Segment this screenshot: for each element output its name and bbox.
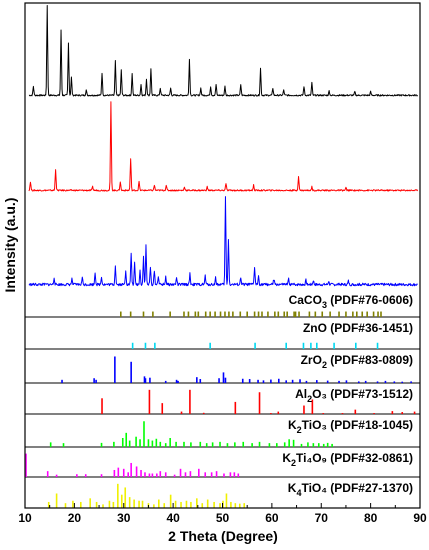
x-axis-title: 2 Theta (Degree) — [168, 528, 278, 544]
reference-label-subscript: 2 — [322, 360, 327, 370]
series-line-side-zn-anode — [28, 101, 418, 192]
x-tick-label: 50 — [216, 511, 230, 525]
reference-label-main: CaCO — [289, 293, 322, 307]
series-line-separator — [28, 5, 418, 97]
x-tick-label: 80 — [364, 511, 378, 525]
reference-label-rest: O₃ (PDF#73-1512) — [312, 387, 413, 401]
reference-label-k-tio-pdf-27-1370: K4TiO₄ (PDF#27-1370) — [288, 481, 413, 498]
reference-label-main: K — [288, 418, 297, 432]
reference-label-k-ti-o-pdf-32-0861: K2Ti₄O₉ (PDF#32-0861) — [282, 451, 413, 468]
reference-label-zro-pdf-83-0809: ZrO2 (PDF#83-0809) — [301, 353, 413, 370]
reference-label-main: K — [282, 451, 291, 465]
reference-label-k-tio-pdf-18-1045: K2TiO₃ (PDF#18-1045) — [288, 418, 413, 435]
x-tick-label: 60 — [265, 511, 279, 525]
reference-label-subscript: 4 — [296, 488, 301, 498]
reference-label-main: ZrO — [301, 353, 322, 367]
reference-label-rest: TiO₃ (PDF#18-1045) — [302, 418, 413, 432]
reference-label-zno-pdf-36-1451: ZnO (PDF#36-1451) — [303, 321, 413, 335]
reference-label-main: K — [288, 481, 297, 495]
reference-label-subscript: 2 — [297, 425, 302, 435]
x-tick-label: 70 — [315, 511, 329, 525]
reference-label-main: ZnO (PDF#36-1451) — [303, 321, 413, 335]
x-tick-label: 40 — [166, 511, 180, 525]
x-tick-label: 20 — [68, 511, 82, 525]
x-tick-label: 30 — [117, 511, 131, 525]
reference-label-subscript: 3 — [322, 300, 327, 310]
y-axis-title: Intensity (a.u.) — [2, 198, 18, 293]
reference-label-main: Al — [295, 387, 307, 401]
reference-label-rest: Ti₄O₉ (PDF#32-0861) — [296, 451, 413, 465]
series-line-side-air-cathode — [28, 196, 418, 287]
reference-label-rest: TiO₄ (PDF#27-1370) — [301, 481, 413, 495]
reference-label-rest: (PDF#83-0809) — [327, 353, 413, 367]
reference-label-subscript: 2 — [307, 394, 312, 404]
reference-label-rest: (PDF#76-0606) — [327, 293, 413, 307]
reference-label-al-o-pdf-73-1512: Al2O₃ (PDF#73-1512) — [295, 387, 413, 404]
reference-label-caco-pdf-76-0606: CaCO3 (PDF#76-0606) — [289, 293, 413, 310]
plot-frame — [24, 2, 421, 509]
x-tick-label: 10 — [18, 511, 32, 525]
x-tick-label: 90 — [413, 511, 427, 525]
reference-label-subscript: 2 — [291, 458, 296, 468]
